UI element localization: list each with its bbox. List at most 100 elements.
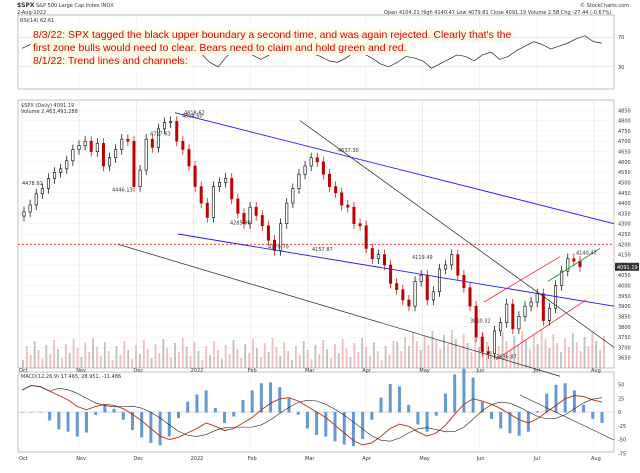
macd-histogram-bar xyxy=(434,412,438,416)
volume-bar xyxy=(529,349,531,368)
macd-histogram-bar xyxy=(351,412,355,447)
candle-body xyxy=(468,287,472,307)
candle-body xyxy=(59,168,63,173)
candle-body xyxy=(77,145,81,150)
candle-body xyxy=(101,142,105,167)
candle-body xyxy=(425,274,429,301)
price-tick-label: 4200 xyxy=(618,242,631,248)
volume-bar xyxy=(119,355,122,368)
volume-legend: Volume 2,463,491,288 xyxy=(21,109,78,115)
macd-histogram-bar xyxy=(66,412,70,432)
volume-bar xyxy=(556,343,559,368)
x-tick-label: Jul xyxy=(533,368,540,374)
rsi-label: RSI(14) 62.61 xyxy=(20,18,55,24)
volume-bar xyxy=(166,348,169,368)
macd-histogram-bar xyxy=(379,397,383,413)
candle-body xyxy=(95,142,99,152)
volume-bar xyxy=(353,343,356,368)
macd-histogram-bar xyxy=(296,412,300,415)
candle-body xyxy=(572,258,576,262)
volume-bar xyxy=(564,338,566,368)
volume-bar xyxy=(326,349,328,368)
macd-histogram-bar xyxy=(121,412,125,420)
last-price-box xyxy=(615,262,639,271)
price-tick-label: 4500 xyxy=(618,180,631,186)
volume-bar xyxy=(486,342,488,368)
volume-bar xyxy=(201,360,204,368)
volume-bar xyxy=(41,359,44,368)
x-tick-label-macd: Oct xyxy=(19,456,28,462)
x-tick-label: Nov xyxy=(76,368,86,374)
volume-bar xyxy=(505,341,508,368)
volume-bar xyxy=(536,344,539,368)
macd-histogram-bar xyxy=(453,374,457,413)
candle-body xyxy=(480,336,484,352)
volume-bar xyxy=(57,349,59,368)
volume-bar xyxy=(220,359,223,368)
price-tick-label: 3850 xyxy=(618,314,631,320)
macd-histogram-bar xyxy=(517,412,521,436)
volume-bar xyxy=(228,354,231,368)
volume-bar xyxy=(330,358,332,368)
green-trend-line xyxy=(547,248,601,282)
volume-bar xyxy=(334,344,336,368)
volume-bar xyxy=(575,342,578,368)
volume-bar xyxy=(37,350,40,368)
candle-body xyxy=(431,291,435,301)
candle-body xyxy=(437,268,441,293)
price-tag: 4285.90 xyxy=(230,221,251,227)
candle-body xyxy=(492,330,496,354)
macd-histogram-bar xyxy=(591,412,595,419)
volume-bar xyxy=(462,334,465,368)
volume-bar xyxy=(197,351,200,368)
volume-bar xyxy=(408,346,410,368)
macd-histogram-bar xyxy=(508,412,512,434)
macd-histogram-bar xyxy=(324,412,328,437)
candle-body xyxy=(370,248,374,260)
candle-body xyxy=(65,160,69,170)
volume-bar xyxy=(123,341,126,368)
candle-body xyxy=(517,316,521,330)
volume-bar xyxy=(314,345,317,368)
macd-tick-label: 0 xyxy=(618,410,621,416)
volume-bar xyxy=(415,341,418,368)
price-tick-label: 3700 xyxy=(618,345,631,351)
candle-body xyxy=(291,188,295,204)
volume-bar xyxy=(548,348,551,368)
macd-histogram-bar xyxy=(361,412,365,439)
volume-bar xyxy=(571,333,574,368)
macd-line xyxy=(21,385,603,446)
candle-body xyxy=(83,140,87,146)
volume-bar xyxy=(68,353,71,368)
volume-bar xyxy=(92,338,94,368)
candle-body xyxy=(547,307,551,321)
macd-histogram-bar xyxy=(536,411,540,413)
candle-body xyxy=(34,193,38,206)
volume-bar xyxy=(318,354,321,368)
candle-body xyxy=(205,202,209,218)
volume-bar xyxy=(560,352,562,368)
macd-histogram-bar xyxy=(223,412,227,423)
volume-bar xyxy=(100,356,102,368)
candle-body xyxy=(230,178,234,200)
volume-bar xyxy=(240,358,243,368)
macd-label: MACD(12,26,9) 17.465, 28.951, -11.486 xyxy=(21,374,122,380)
macd-histogram-bar xyxy=(545,393,549,413)
macd-histogram-bar xyxy=(499,412,503,429)
price-tick-label: 4850 xyxy=(618,108,631,114)
price-tick-label: 4550 xyxy=(618,170,631,176)
volume-bar xyxy=(61,358,63,368)
candle-body xyxy=(260,215,264,227)
price-tag: 3810.32 xyxy=(470,319,491,325)
volume-bar xyxy=(458,348,461,368)
macd-histogram-bar xyxy=(177,412,181,419)
macd-histogram-bar xyxy=(554,384,558,413)
price-tick-label: 4050 xyxy=(618,273,631,279)
volume-bar xyxy=(404,337,406,368)
x-tick-label: May xyxy=(419,368,429,374)
macd-histogram-bar xyxy=(462,368,466,413)
volume-bar xyxy=(22,360,24,368)
macd-histogram-bar xyxy=(20,412,24,413)
candle-body xyxy=(407,299,411,307)
price-tick-label: 4400 xyxy=(618,201,631,207)
